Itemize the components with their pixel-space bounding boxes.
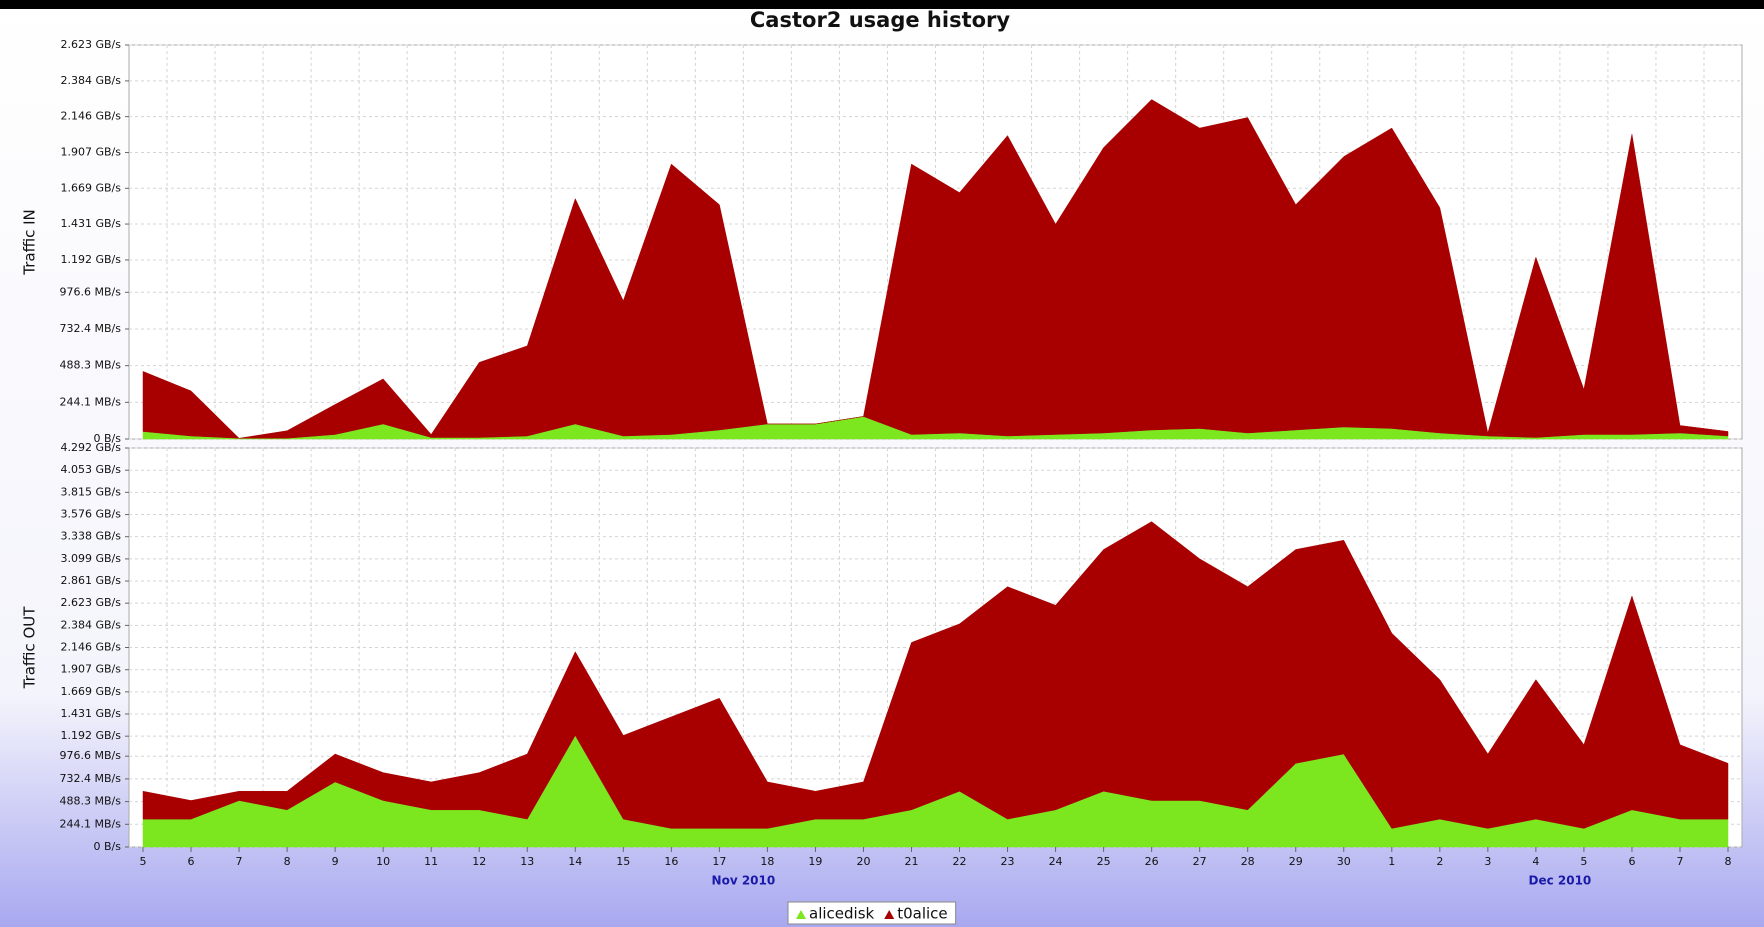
x-tick-label: 26 — [1145, 855, 1159, 868]
x-tick-label: 29 — [1289, 855, 1303, 868]
top-band — [0, 0, 1764, 9]
x-tick-label: 11 — [424, 855, 438, 868]
y-tick-label: 1.907 GB/s — [61, 146, 122, 159]
y-tick-label: 2.623 GB/s — [61, 38, 122, 51]
x-tick-label: 14 — [568, 855, 582, 868]
y-tick-label: 2.384 GB/s — [61, 618, 122, 631]
x-tick-label: 9 — [332, 855, 339, 868]
x-tick-label: 4 — [1532, 855, 1539, 868]
y-tick-label: 1.907 GB/s — [61, 663, 122, 676]
y-tick-label: 2.861 GB/s — [61, 574, 122, 587]
x-tick-label: 18 — [760, 855, 774, 868]
y-tick-label: 732.4 MB/s — [60, 322, 122, 335]
x-tick-label: 12 — [472, 855, 486, 868]
y-tick-label: 3.815 GB/s — [61, 485, 122, 498]
x-tick-label: 8 — [284, 855, 291, 868]
y-tick-label: 244.1 MB/s — [60, 817, 122, 830]
x-tick-label: 10 — [376, 855, 390, 868]
y-tick-label: 0 B/s — [94, 840, 122, 853]
area-t0alice — [142, 99, 1729, 439]
x-tick-label: 22 — [953, 855, 967, 868]
x-tick-label: 25 — [1097, 855, 1111, 868]
y-tick-label: 2.146 GB/s — [61, 110, 122, 123]
x-tick-label: 3 — [1484, 855, 1491, 868]
month-label: Nov 2010 — [712, 874, 776, 888]
x-tick-label: 17 — [712, 855, 726, 868]
x-tick-label: 27 — [1193, 855, 1207, 868]
x-tick-label: 6 — [188, 855, 195, 868]
y-tick-label: 4.053 GB/s — [61, 463, 122, 476]
legend-marker — [884, 910, 895, 919]
x-tick-label: 8 — [1725, 855, 1732, 868]
x-tick-label: 30 — [1337, 855, 1351, 868]
legend-marker — [796, 910, 806, 919]
y-axis-label: Traffic OUT — [21, 606, 39, 690]
x-tick-label: 19 — [808, 855, 822, 868]
month-label: Dec 2010 — [1528, 874, 1591, 888]
y-tick-label: 4.292 GB/s — [61, 441, 122, 454]
y-tick-label: 2.146 GB/s — [61, 641, 122, 654]
x-tick-label: 7 — [236, 855, 243, 868]
x-tick-label: 2 — [1436, 855, 1443, 868]
y-axis-label: Traffic IN — [21, 209, 39, 275]
x-tick-label: 5 — [1580, 855, 1587, 868]
y-tick-label: 3.338 GB/s — [61, 530, 122, 543]
x-tick-label: 24 — [1049, 855, 1063, 868]
y-tick-label: 0 B/s — [94, 432, 122, 445]
x-tick-label: 6 — [1628, 855, 1635, 868]
chart-title: Castor2 usage history — [750, 8, 1011, 32]
y-tick-label: 976.6 MB/s — [60, 285, 122, 298]
x-tick-label: 20 — [856, 855, 870, 868]
y-tick-label: 244.1 MB/s — [60, 395, 122, 408]
y-tick-label: 976.6 MB/s — [60, 749, 122, 762]
y-tick-label: 3.576 GB/s — [61, 508, 122, 521]
y-tick-label: 1.192 GB/s — [61, 729, 122, 742]
y-tick-label: 488.3 MB/s — [60, 359, 122, 372]
y-tick-label: 732.4 MB/s — [60, 772, 122, 785]
y-tick-label: 1.669 GB/s — [61, 685, 122, 698]
y-tick-label: 1.669 GB/s — [61, 181, 122, 194]
legend-label: alicedisk — [809, 905, 875, 923]
x-tick-label: 21 — [904, 855, 918, 868]
legend-box — [787, 901, 957, 925]
x-tick-label: 1 — [1388, 855, 1395, 868]
x-tick-label: 23 — [1001, 855, 1015, 868]
legend: alicedisk t0alice — [787, 901, 957, 925]
x-tick-label: 13 — [520, 855, 534, 868]
y-tick-label: 1.431 GB/s — [61, 707, 122, 720]
x-tick-label: 16 — [664, 855, 678, 868]
y-tick-label: 488.3 MB/s — [60, 795, 122, 808]
y-tick-label: 2.384 GB/s — [61, 74, 122, 87]
x-tick-label: 28 — [1241, 855, 1255, 868]
area-t0alice — [142, 521, 1729, 829]
x-tick-label: 15 — [616, 855, 630, 868]
legend-label: t0alice — [897, 905, 947, 923]
y-tick-label: 1.431 GB/s — [61, 217, 122, 230]
x-tick-label: 7 — [1676, 855, 1683, 868]
y-tick-label: 1.192 GB/s — [61, 253, 122, 266]
y-tick-label: 3.099 GB/s — [61, 552, 122, 565]
y-tick-label: 2.623 GB/s — [61, 596, 122, 609]
x-tick-label: 5 — [140, 855, 147, 868]
